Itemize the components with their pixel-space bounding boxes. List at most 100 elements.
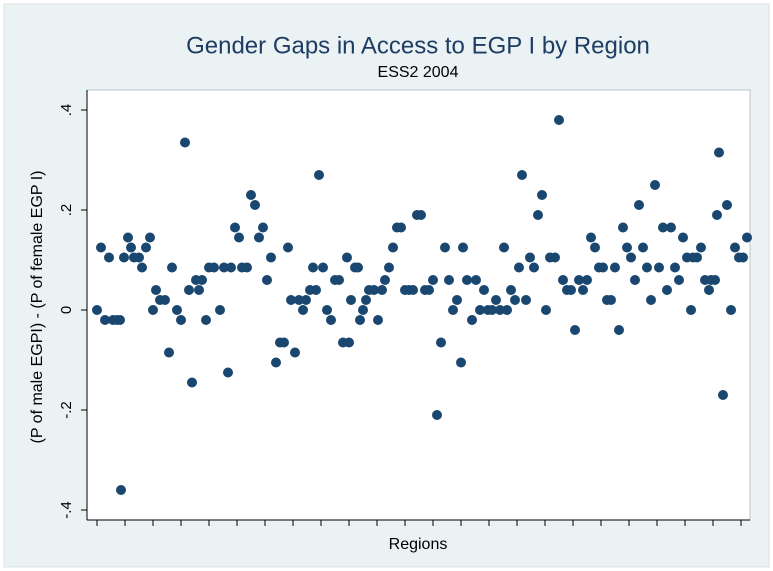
point bbox=[219, 262, 229, 273]
point bbox=[578, 285, 588, 295]
point bbox=[502, 305, 512, 315]
point bbox=[510, 295, 520, 305]
point bbox=[215, 305, 225, 315]
point bbox=[167, 262, 177, 273]
point bbox=[326, 315, 336, 325]
point bbox=[550, 252, 560, 263]
point bbox=[525, 252, 535, 263]
point bbox=[96, 242, 106, 253]
point bbox=[346, 295, 356, 305]
point bbox=[424, 285, 434, 295]
point bbox=[298, 305, 308, 315]
point bbox=[666, 222, 676, 233]
point bbox=[670, 262, 680, 273]
point bbox=[116, 485, 126, 495]
plot-region bbox=[86, 89, 751, 521]
point bbox=[487, 305, 497, 315]
point bbox=[416, 210, 426, 220]
point bbox=[148, 305, 158, 315]
point bbox=[141, 242, 151, 253]
point bbox=[344, 337, 354, 348]
point bbox=[262, 275, 272, 285]
point bbox=[462, 275, 472, 285]
point bbox=[266, 252, 276, 263]
point bbox=[622, 242, 632, 253]
point bbox=[710, 275, 720, 285]
point bbox=[529, 262, 539, 273]
x-axis-label: Regions bbox=[389, 536, 448, 553]
point bbox=[226, 262, 236, 273]
point bbox=[630, 275, 640, 285]
point bbox=[432, 410, 442, 420]
point bbox=[626, 252, 636, 263]
point bbox=[590, 242, 600, 253]
point bbox=[517, 170, 527, 180]
point bbox=[201, 315, 211, 325]
point bbox=[491, 295, 501, 305]
point bbox=[230, 222, 240, 233]
y-tick-label: -.4 bbox=[58, 501, 75, 519]
point bbox=[209, 262, 219, 273]
point bbox=[440, 242, 450, 253]
point bbox=[738, 252, 748, 263]
point bbox=[634, 200, 644, 210]
point bbox=[458, 242, 468, 253]
point bbox=[610, 262, 620, 273]
point bbox=[334, 275, 344, 285]
point bbox=[514, 262, 524, 273]
point bbox=[696, 242, 706, 253]
point bbox=[448, 305, 458, 315]
point bbox=[104, 252, 114, 263]
point bbox=[541, 305, 551, 315]
point bbox=[678, 232, 688, 243]
point bbox=[436, 337, 446, 348]
point bbox=[164, 347, 174, 358]
point bbox=[180, 137, 190, 148]
point bbox=[369, 285, 379, 295]
point bbox=[322, 305, 332, 315]
point bbox=[598, 262, 608, 273]
point bbox=[283, 242, 293, 253]
point bbox=[355, 315, 365, 325]
point bbox=[662, 285, 672, 295]
point bbox=[506, 285, 516, 295]
chart-subtitle: ESS2 2004 bbox=[378, 64, 459, 81]
y-tick-label: .2 bbox=[58, 204, 75, 217]
point bbox=[126, 242, 136, 253]
point bbox=[521, 295, 531, 305]
point bbox=[250, 200, 260, 210]
point bbox=[258, 222, 268, 233]
y-axis-label: (P of male EGPI) - (P of female EGP I) bbox=[29, 171, 46, 444]
point bbox=[254, 232, 264, 243]
point bbox=[570, 325, 580, 335]
point bbox=[197, 275, 207, 285]
point bbox=[444, 275, 454, 285]
chart-title: Gender Gaps in Access to EGP I by Region bbox=[186, 32, 650, 59]
point bbox=[642, 262, 652, 273]
point bbox=[428, 275, 438, 285]
point bbox=[176, 315, 186, 325]
point bbox=[194, 285, 204, 295]
point bbox=[714, 147, 724, 158]
point bbox=[533, 210, 543, 220]
point bbox=[172, 305, 182, 315]
point bbox=[358, 305, 368, 315]
point bbox=[712, 210, 722, 220]
point bbox=[115, 315, 125, 325]
point bbox=[537, 190, 547, 200]
point bbox=[722, 200, 732, 210]
point bbox=[742, 232, 752, 243]
point bbox=[586, 232, 596, 243]
point bbox=[184, 285, 194, 295]
point bbox=[479, 285, 489, 295]
point bbox=[686, 305, 696, 315]
point bbox=[499, 242, 509, 253]
point bbox=[704, 285, 714, 295]
point bbox=[558, 275, 568, 285]
point bbox=[408, 285, 418, 295]
point bbox=[92, 305, 102, 315]
point bbox=[380, 275, 390, 285]
point bbox=[271, 357, 281, 368]
point bbox=[495, 305, 505, 315]
